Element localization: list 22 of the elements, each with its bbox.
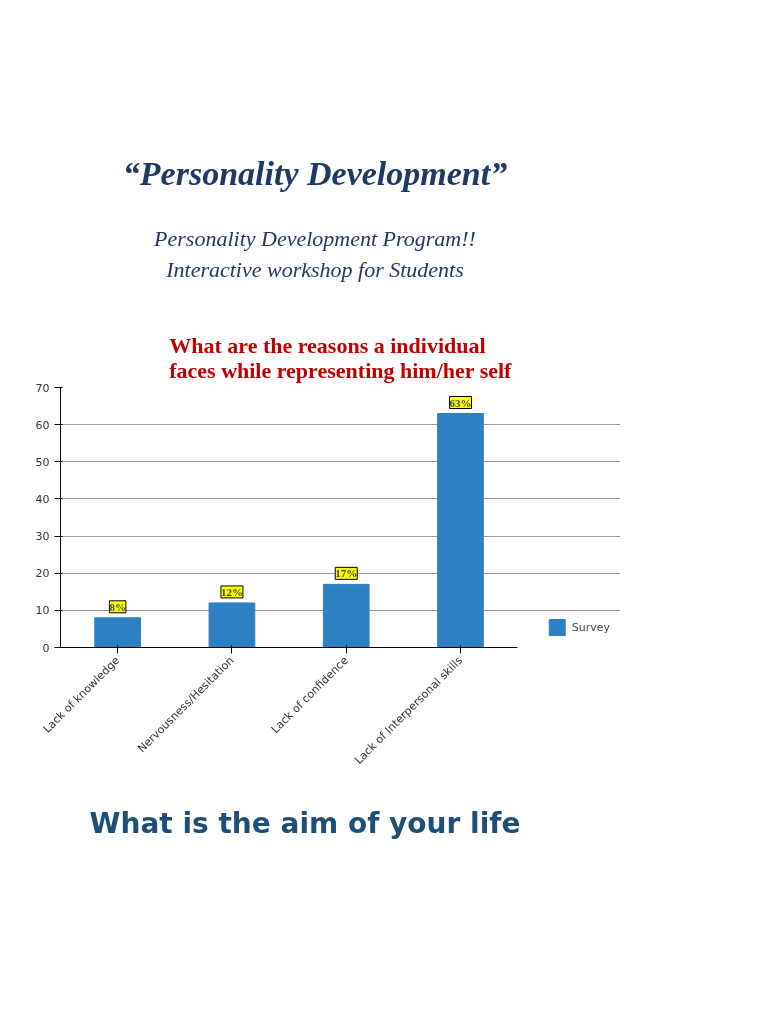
text: “Personality Development” xyxy=(121,154,509,194)
bar xyxy=(208,602,256,648)
legend-label: Survey xyxy=(571,620,610,634)
y-tick-label: 40 xyxy=(35,493,50,507)
y-tick-label: 50 xyxy=(35,456,50,470)
y-tick-label: 70 xyxy=(35,381,50,395)
bar xyxy=(437,413,484,648)
data-label: 12% xyxy=(220,586,243,599)
data-label: 17% xyxy=(335,567,358,580)
y-tick-label: 0 xyxy=(42,641,50,655)
data-label: 63% xyxy=(449,396,472,409)
y-tick-label: 30 xyxy=(35,530,50,544)
y-tick-label: 60 xyxy=(35,419,50,433)
bar xyxy=(322,584,370,648)
y-tick-label: 10 xyxy=(35,604,50,618)
text: What is the aim of your life xyxy=(88,806,522,843)
y-tick-label: 20 xyxy=(35,567,50,581)
text: Personality Development Program!! xyxy=(153,224,477,253)
text: Interactive workshop for Students xyxy=(165,256,465,284)
bar xyxy=(94,617,141,648)
chart-title: What are the reasons a individual faces while representing him/her self xyxy=(169,332,513,383)
data-label: 8% xyxy=(109,601,126,614)
